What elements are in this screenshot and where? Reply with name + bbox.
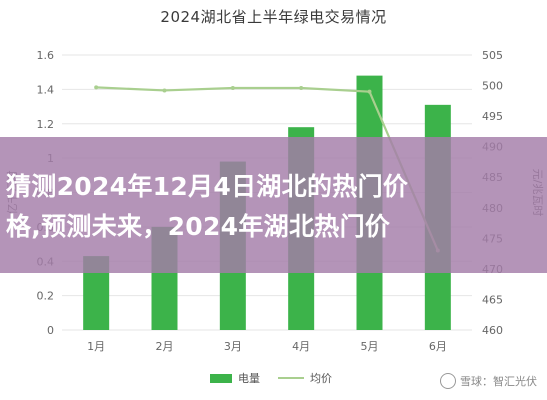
category-label: 5月 [361, 340, 379, 353]
right-tick-label: 505 [482, 49, 503, 62]
line-point [162, 88, 167, 93]
line-point [94, 85, 99, 90]
legend-item-line: 均价 [278, 368, 332, 388]
left-tick-label: 1.4 [37, 83, 55, 96]
headline-banner: 猜测2024年12月4日湖北的热门价 格,预测未来，2024年湖北热门价 [0, 137, 547, 273]
legend-label-bar: 电量 [238, 372, 260, 385]
watermark-text: 雪球：智汇光伏 [460, 375, 537, 388]
line-point [299, 86, 304, 90]
right-tick-label: 460 [482, 324, 503, 337]
chart-title: 2024湖北省上半年绿电交易情况 [160, 8, 387, 26]
snowball-logo-icon [440, 373, 456, 389]
line-series [96, 86, 439, 251]
headline-line-1: 猜测2024年12月4日湖北的热门价 [6, 172, 409, 201]
category-label: 6月 [429, 340, 447, 353]
chart-legend: 电量 均价 [0, 368, 547, 388]
right-tick-label: 500 [482, 80, 503, 93]
left-tick-label: 1.2 [37, 118, 55, 131]
watermark: 雪球：智汇光伏 [440, 373, 537, 389]
right-tick-label: 495 [482, 110, 503, 123]
legend-item-bar: 电量 [210, 368, 260, 388]
category-label: 2月 [156, 340, 174, 353]
category-label: 1月 [87, 340, 105, 353]
legend-swatch-line [278, 377, 304, 379]
line-point [230, 86, 235, 90]
left-tick-label: 1.6 [37, 49, 55, 62]
left-tick-label: 0 [47, 324, 54, 337]
left-tick-label: 0.2 [37, 290, 55, 303]
category-label: 4月 [292, 340, 310, 353]
legend-swatch-bar [210, 373, 232, 383]
headline-line-2: 格,预测未来，2024年湖北热门价 [6, 212, 391, 241]
line-point [367, 89, 372, 94]
right-tick-label: 465 [482, 293, 503, 306]
legend-label-line: 均价 [310, 372, 332, 385]
category-label: 3月 [224, 340, 242, 353]
